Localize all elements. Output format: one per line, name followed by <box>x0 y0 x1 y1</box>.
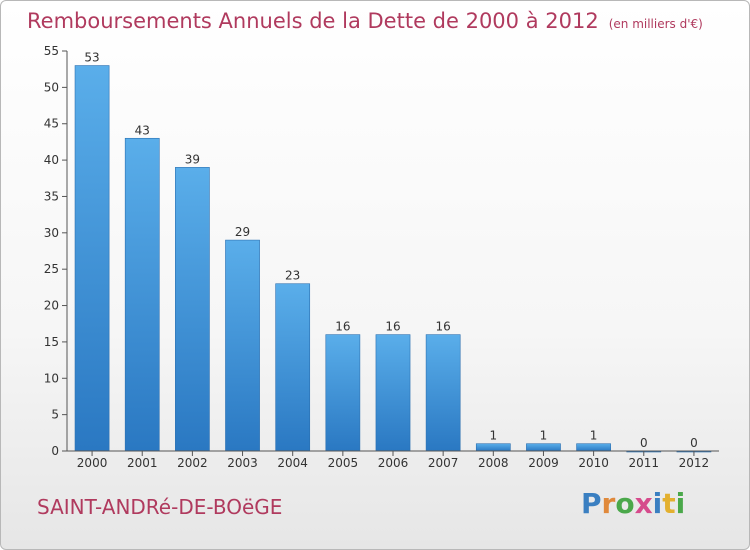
y-tick-label: 30 <box>44 226 59 240</box>
value-label-2002: 39 <box>185 152 200 166</box>
bar-2002 <box>175 167 210 452</box>
value-label-2000: 53 <box>84 51 99 65</box>
value-label-2011: 0 <box>640 436 648 450</box>
x-tick-label-2010: 2010 <box>578 456 609 470</box>
bar-2006 <box>375 334 411 452</box>
x-tick-label-2009: 2009 <box>528 456 559 470</box>
bar-2005 <box>325 334 361 452</box>
x-tick-label-2008: 2008 <box>478 456 509 470</box>
logo-letter: x <box>634 487 653 520</box>
y-tick-label: 20 <box>44 299 59 313</box>
chart-title-text: Remboursements Annuels de la Dette de 20… <box>27 9 599 33</box>
bar-2008 <box>475 443 511 452</box>
y-tick-label: 10 <box>44 371 59 385</box>
value-label-2005: 16 <box>335 320 350 334</box>
bar-2010 <box>576 443 611 452</box>
bar-2004 <box>275 283 311 452</box>
value-label-2003: 29 <box>235 225 250 239</box>
x-tick-label-2000: 2000 <box>77 456 108 470</box>
logo-letter: i <box>652 487 663 520</box>
value-label-2009: 1 <box>540 429 548 443</box>
chart-subtitle: (en milliers d'€) <box>608 17 703 31</box>
bar-2007 <box>425 334 461 452</box>
value-label-2012: 0 <box>690 436 698 450</box>
y-axis: 0 5 10 15 20 25 30 35 40 45 50 55 <box>44 44 68 458</box>
value-label-2004: 23 <box>285 269 300 283</box>
x-tick-label-2001: 2001 <box>127 456 158 470</box>
x-tick-label-2006: 2006 <box>378 456 409 470</box>
proxiti-logo: Proxiti <box>581 487 685 520</box>
bar-2003 <box>225 239 260 452</box>
y-tick-label: 55 <box>44 44 59 58</box>
value-label-2001: 43 <box>135 123 150 137</box>
x-tick-label-2011: 2011 <box>628 456 659 470</box>
x-axis: 2000 2001 2002 2003 2004 2005 2006 2007 2008 2009… <box>67 450 719 470</box>
bars: 53 43 39 29 23 16 16 16 1 1 1 0 0 <box>74 51 712 453</box>
logo-letter: t <box>662 487 676 520</box>
commune-name: SAINT-ANDRé-DE-BOëGE <box>37 495 283 519</box>
logo-letter: o <box>615 487 635 520</box>
x-tick-label-2007: 2007 <box>428 456 459 470</box>
logo-letter: i <box>675 487 686 520</box>
x-tick-label-2004: 2004 <box>277 456 308 470</box>
value-label-2008: 1 <box>489 429 497 443</box>
y-tick-label: 45 <box>44 117 59 131</box>
y-tick-label: 25 <box>44 262 59 276</box>
logo-letter: P <box>581 487 602 520</box>
x-tick-label-2012: 2012 <box>679 456 710 470</box>
logo-letter: r <box>601 487 616 520</box>
y-tick-label: 50 <box>44 80 59 94</box>
bar-2000 <box>74 65 110 452</box>
y-tick-label: 5 <box>51 408 59 422</box>
x-tick-label-2002: 2002 <box>177 456 208 470</box>
chart-title: Remboursements Annuels de la Dette de 20… <box>27 9 703 33</box>
y-tick-label: 15 <box>44 335 59 349</box>
y-tick-label: 40 <box>44 153 59 167</box>
y-tick-label: 0 <box>51 444 59 458</box>
y-tick-label: 35 <box>44 189 59 203</box>
value-label-2006: 16 <box>385 320 400 334</box>
value-label-2007: 16 <box>436 320 451 334</box>
x-tick-label-2003: 2003 <box>227 456 258 470</box>
x-tick-label-2005: 2005 <box>328 456 359 470</box>
bar-2001 <box>124 137 160 452</box>
bar-2009 <box>526 443 561 452</box>
value-label-2010: 1 <box>590 429 598 443</box>
